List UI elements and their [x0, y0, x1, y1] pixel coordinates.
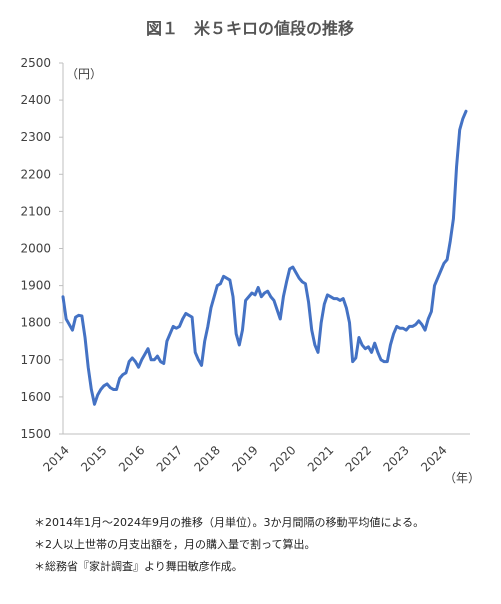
note: ＊2014年1月～2024年9月の推移（月単位）。3か月間隔の移動平均値による。 — [34, 515, 424, 529]
note: ＊2人以上世帯の月支出額を，月の購入量で割って算出。 — [34, 537, 315, 551]
x-tick-label: 2017 — [154, 443, 185, 474]
x-tick-label: 2021 — [305, 443, 336, 474]
y-tick-label: 2400 — [20, 93, 51, 107]
x-tick-label: 2016 — [116, 443, 147, 474]
x-tick-label: 2018 — [192, 443, 223, 474]
y-tick-label: 1700 — [20, 353, 51, 367]
y-tick-label: 2000 — [20, 242, 51, 256]
y-tick-label: 2500 — [20, 56, 51, 70]
y-tick-label: 1600 — [20, 390, 51, 404]
x-tick-label: 2023 — [380, 443, 411, 474]
y-tick-label: 2300 — [20, 130, 51, 144]
chart-title: 図１ 米５キロの値段の推移 — [146, 19, 354, 38]
x-tick-label: 2014 — [40, 443, 71, 474]
y-tick-label: 1800 — [20, 316, 51, 330]
data-line — [61, 109, 468, 406]
x-tick-label: 2019 — [229, 443, 260, 474]
y-unit-label: （円） — [66, 67, 102, 81]
y-tick-label: 1500 — [20, 427, 51, 441]
x-tick-label: 2020 — [267, 443, 298, 474]
x-tick-label: 2022 — [343, 443, 374, 474]
x-tick-label: 2024 — [418, 443, 449, 474]
y-tick-label: 2200 — [20, 167, 51, 181]
y-tick-label: 1900 — [20, 279, 51, 293]
x-unit-label: （年） — [444, 471, 480, 485]
note: ＊総務省『家計調査』より舞田敏彦作成。 — [34, 559, 243, 573]
y-tick-label: 2100 — [20, 204, 51, 218]
x-tick-label: 2015 — [78, 443, 109, 474]
